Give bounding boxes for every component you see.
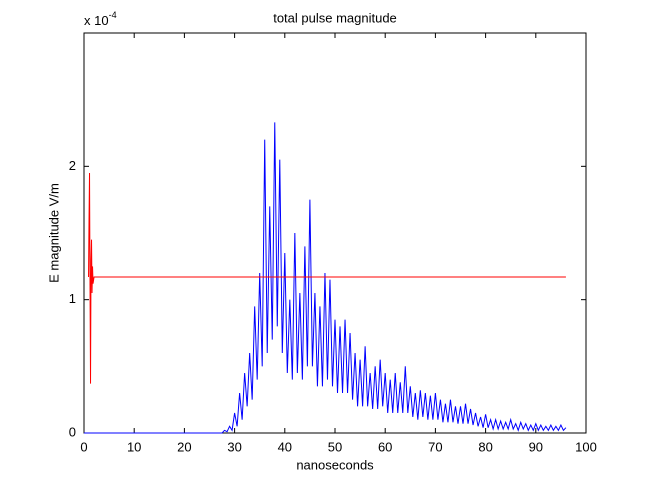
multiplier-base: x 10 — [84, 13, 109, 28]
chart-title: total pulse magnitude — [273, 10, 397, 25]
y-tick-label: 1 — [69, 291, 76, 306]
y-tick-label: 2 — [69, 158, 76, 173]
x-tick-label: 100 — [575, 439, 597, 454]
x-tick-label: 20 — [177, 439, 191, 454]
x-tick-label: 10 — [127, 439, 141, 454]
multiplier-exponent: -4 — [109, 10, 117, 20]
series-line — [88, 172, 566, 384]
x-tick-label: 60 — [378, 439, 392, 454]
x-tick-label: 0 — [80, 439, 87, 454]
axes-box — [83, 32, 587, 434]
y-multiplier: x 10-4 — [84, 10, 117, 28]
y-axis-label: E magnitude V/m — [46, 183, 61, 283]
x-tick-label: 40 — [278, 439, 292, 454]
x-tick-label: 30 — [227, 439, 241, 454]
x-tick-label: 80 — [478, 439, 492, 454]
x-axis-label: nanoseconds — [296, 457, 374, 472]
y-tick-label: 0 — [69, 424, 76, 439]
x-tick-label: 70 — [428, 439, 442, 454]
x-tick-label: 50 — [328, 439, 342, 454]
series-line — [84, 122, 567, 434]
x-tick-label: 90 — [529, 439, 543, 454]
